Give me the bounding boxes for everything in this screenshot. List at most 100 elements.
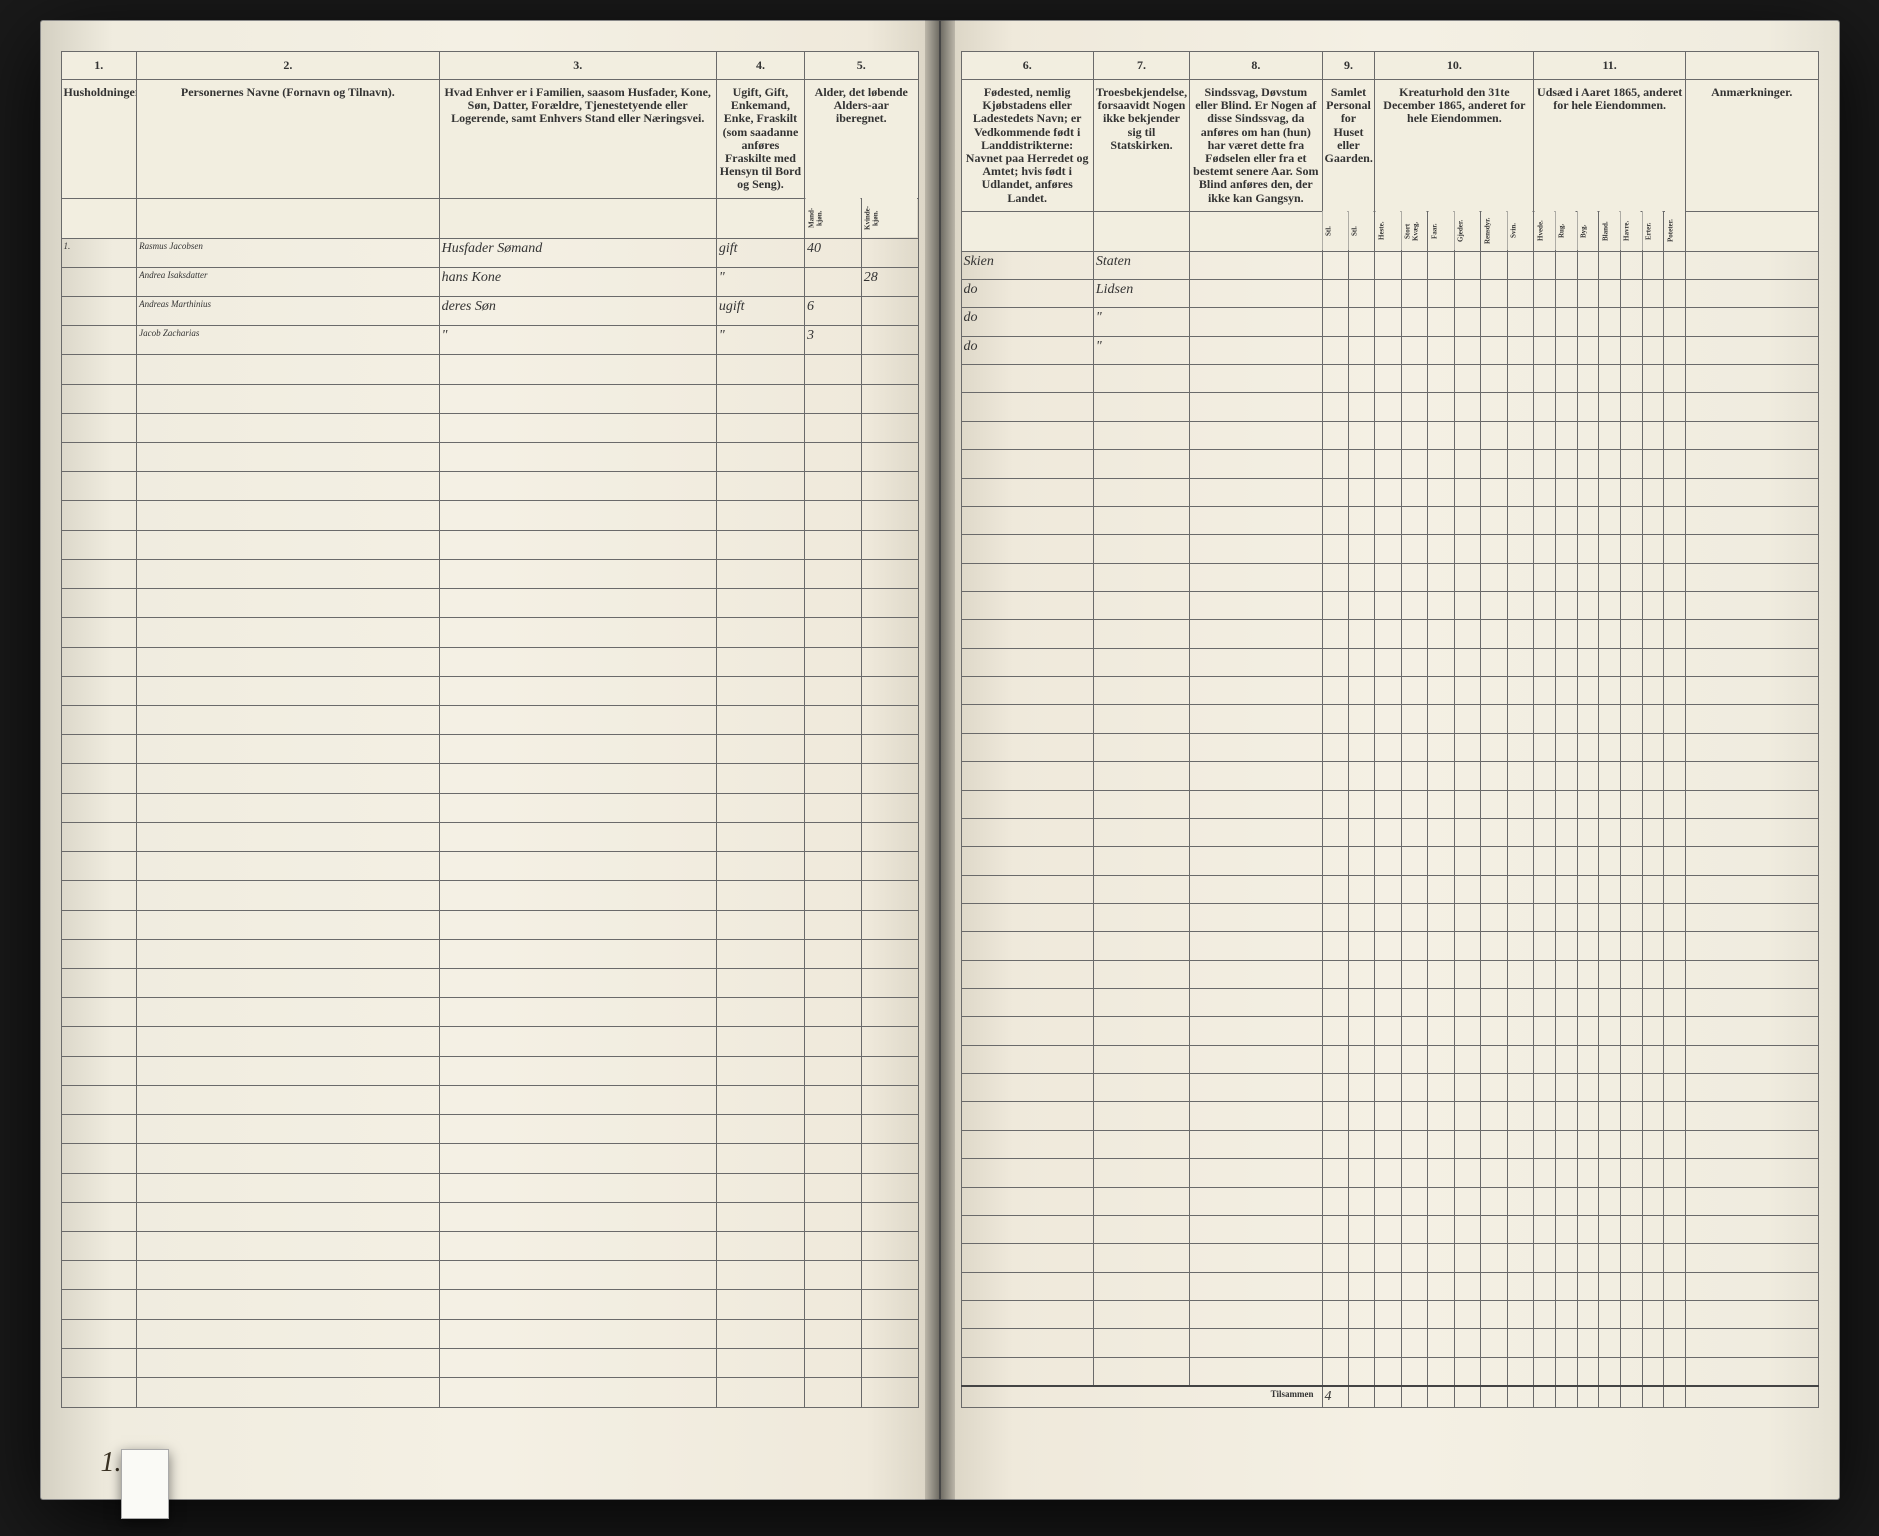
col4-num: 4. — [716, 52, 804, 80]
cell-ageM: 40 — [805, 238, 862, 267]
col4-label: Ugift, Gift, Enkemand, Enke, Fraskilt (s… — [716, 80, 804, 199]
col7-num: 7. — [1093, 52, 1189, 80]
table-row — [61, 1027, 918, 1056]
table-row — [961, 535, 1818, 563]
table-row — [961, 762, 1818, 790]
table-row: 1. Rasmus Jacobsen Husfader Sømand gift … — [61, 238, 918, 267]
table-row — [961, 989, 1818, 1017]
left-ledger-table: 1. 2. 3. 4. 5. Husholdninger. Personerne… — [61, 51, 919, 1408]
col9-label: Samlet Personal for Huset eller Gaarden. — [1322, 80, 1375, 212]
table-row — [61, 735, 918, 764]
cell-rel: Husfader Sømand — [439, 238, 716, 267]
table-row: do " — [961, 336, 1818, 364]
table-row — [61, 472, 918, 501]
table-row: Andrea Isaksdatter hans Kone " 28 — [61, 267, 918, 296]
col5a: Mand-kjøn. — [805, 198, 862, 238]
table-row — [961, 1074, 1818, 1102]
col-remarks: Anmærkninger. — [1686, 80, 1819, 212]
table-row — [61, 910, 918, 939]
col2-label: Personernes Navne (Fornavn og Tilnavn). — [137, 80, 439, 199]
table-row — [61, 530, 918, 559]
left-page: 1. 2. 3. 4. 5. Husholdninger. Personerne… — [40, 20, 940, 1500]
col3-label: Hvad Enhver er i Familien, saasom Husfad… — [439, 80, 716, 199]
table-row — [961, 1272, 1818, 1300]
table-row — [961, 393, 1818, 421]
table-row — [961, 705, 1818, 733]
table-row — [61, 1231, 918, 1260]
table-row — [961, 450, 1818, 478]
table-row — [61, 822, 918, 851]
table-row — [961, 620, 1818, 648]
table-row — [961, 1159, 1818, 1187]
col6-num: 6. — [961, 52, 1093, 80]
table-row — [961, 1017, 1818, 1045]
table-row — [961, 1215, 1818, 1243]
table-row — [61, 676, 918, 705]
cell-hh: 1. — [61, 238, 137, 267]
col5b: Kvinde-kjøn. — [861, 198, 918, 238]
table-row — [61, 618, 918, 647]
table-row: Jacob Zacharias " " 3 — [61, 326, 918, 355]
col3-num: 3. — [439, 52, 716, 80]
table-row — [61, 1348, 918, 1377]
col9-num: 9. — [1322, 52, 1375, 80]
col1-num: 1. — [61, 52, 137, 80]
table-row: do " — [961, 308, 1818, 336]
table-row: Skien Staten — [961, 251, 1818, 279]
table-row — [961, 1187, 1818, 1215]
footer-total: 4 — [1322, 1386, 1348, 1408]
right-tbody: Skien Staten do Lidsen do " do " — [961, 251, 1818, 1385]
table-row — [61, 384, 918, 413]
col8-label: Sindssvag, Døvstum eller Blind. Er Nogen… — [1190, 80, 1322, 212]
table-row — [61, 968, 918, 997]
table-row — [61, 998, 918, 1027]
table-row — [61, 443, 918, 472]
left-tbody: 1. Rasmus Jacobsen Husfader Sømand gift … — [61, 238, 918, 1407]
table-row — [961, 365, 1818, 393]
col10-label: Kreaturhold den 31te December 1865, ande… — [1375, 80, 1534, 212]
table-row — [961, 1357, 1818, 1385]
table-row — [61, 413, 918, 442]
table-row — [961, 421, 1818, 449]
col11-num: 11. — [1534, 52, 1686, 80]
table-row — [961, 903, 1818, 931]
table-row — [61, 939, 918, 968]
col5-num: 5. — [805, 52, 918, 80]
table-row — [61, 647, 918, 676]
table-row — [61, 764, 918, 793]
table-row — [61, 1115, 918, 1144]
table-row — [61, 355, 918, 384]
table-row — [61, 1144, 918, 1173]
table-row — [961, 1244, 1818, 1272]
table-row — [61, 1202, 918, 1231]
col10-num: 10. — [1375, 52, 1534, 80]
table-row — [61, 1290, 918, 1319]
col1-label: Husholdninger. — [61, 80, 137, 199]
table-row — [961, 1045, 1818, 1073]
table-row — [61, 501, 918, 530]
col11-label: Udsæd i Aaret 1865, anderet for hele Eie… — [1534, 80, 1686, 212]
table-row — [961, 677, 1818, 705]
census-book: 1. 2. 3. 4. 5. Husholdninger. Personerne… — [40, 20, 1840, 1500]
table-row — [61, 1319, 918, 1348]
table-row — [61, 559, 918, 588]
col8-num: 8. — [1190, 52, 1322, 80]
table-row: Andreas Marthinius deres Søn ugift 6 — [61, 296, 918, 325]
table-row — [961, 733, 1818, 761]
col6-label: Fødested, nemlig Kjøbstadens eller Lades… — [961, 80, 1093, 212]
table-row: do Lidsen — [961, 280, 1818, 308]
table-row — [961, 1130, 1818, 1158]
right-page: 6. 7. 8. 9. 10. 11. Fødested, nemlig Kjø… — [940, 20, 1840, 1500]
table-row — [61, 852, 918, 881]
footer-row: Tilsammen 4 — [961, 1386, 1818, 1408]
table-row — [961, 506, 1818, 534]
table-row — [961, 1300, 1818, 1328]
table-row — [961, 790, 1818, 818]
table-row — [961, 932, 1818, 960]
table-row — [61, 589, 918, 618]
table-row — [961, 1329, 1818, 1357]
right-ledger-table: 6. 7. 8. 9. 10. 11. Fødested, nemlig Kjø… — [961, 51, 1819, 1408]
col2-num: 2. — [137, 52, 439, 80]
table-row — [61, 1085, 918, 1114]
table-row — [961, 875, 1818, 903]
